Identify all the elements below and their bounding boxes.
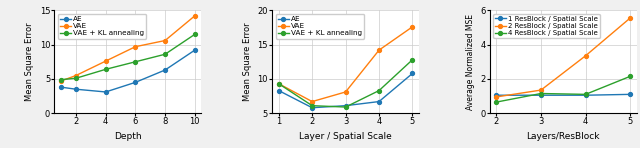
VAE [57, 80, 65, 82]
2 ResBlock / Spatial Scale [537, 89, 545, 91]
2 ResBlock / Spatial Scale [582, 55, 589, 57]
VAE [191, 15, 198, 17]
VAE [408, 26, 416, 28]
VAE [308, 101, 316, 102]
AE [72, 88, 80, 90]
VAE + KL annealing [191, 33, 198, 35]
Line: VAE + KL annealing: VAE + KL annealing [277, 58, 414, 109]
X-axis label: Layer / Spatial Scale: Layer / Spatial Scale [300, 132, 392, 141]
AE [342, 105, 349, 107]
1 ResBlock / Spatial Scale [537, 94, 545, 96]
Y-axis label: Average Normalized MSE: Average Normalized MSE [466, 14, 475, 110]
1 ResBlock / Spatial Scale [582, 94, 589, 96]
1 ResBlock / Spatial Scale [493, 94, 500, 96]
VAE [275, 83, 283, 85]
VAE [375, 49, 383, 51]
Line: AE: AE [59, 48, 196, 94]
Line: 4 ResBlock / Spatial Scale: 4 ResBlock / Spatial Scale [495, 74, 632, 104]
AE [408, 73, 416, 74]
VAE + KL annealing [132, 61, 140, 63]
VAE + KL annealing [102, 68, 109, 70]
VAE + KL annealing [275, 83, 283, 85]
AE [191, 49, 198, 51]
Line: 2 ResBlock / Spatial Scale: 2 ResBlock / Spatial Scale [495, 16, 632, 99]
VAE + KL annealing [308, 105, 316, 107]
AE [132, 81, 140, 83]
AE [275, 90, 283, 91]
VAE + KL annealing [375, 90, 383, 91]
Legend: AE, VAE, VAE + KL annealing: AE, VAE, VAE + KL annealing [58, 14, 147, 39]
4 ResBlock / Spatial Scale [627, 75, 634, 77]
Y-axis label: Mean Square Error: Mean Square Error [25, 22, 34, 101]
Line: VAE + KL annealing: VAE + KL annealing [59, 32, 196, 82]
4 ResBlock / Spatial Scale [582, 94, 589, 95]
2 ResBlock / Spatial Scale [493, 96, 500, 98]
VAE [132, 46, 140, 48]
X-axis label: Depth: Depth [114, 132, 141, 141]
Line: 1 ResBlock / Spatial Scale: 1 ResBlock / Spatial Scale [495, 92, 632, 97]
AE [57, 86, 65, 88]
1 ResBlock / Spatial Scale [627, 94, 634, 95]
4 ResBlock / Spatial Scale [493, 101, 500, 103]
Legend: AE, VAE, VAE + KL annealing: AE, VAE, VAE + KL annealing [276, 14, 364, 39]
2 ResBlock / Spatial Scale [627, 17, 634, 19]
VAE [72, 75, 80, 76]
VAE + KL annealing [57, 79, 65, 81]
4 ResBlock / Spatial Scale [537, 93, 545, 94]
Line: VAE: VAE [277, 25, 414, 103]
AE [308, 107, 316, 109]
Legend: 1 ResBlock / Spatial Scale, 2 ResBlock / Spatial Scale, 4 ResBlock / Spatial Sca: 1 ResBlock / Spatial Scale, 2 ResBlock /… [493, 14, 600, 38]
AE [102, 91, 109, 93]
VAE [161, 40, 169, 41]
VAE + KL annealing [161, 53, 169, 55]
AE [375, 101, 383, 102]
VAE + KL annealing [72, 77, 80, 79]
VAE + KL annealing [408, 59, 416, 61]
VAE [102, 60, 109, 62]
VAE + KL annealing [342, 106, 349, 108]
Line: AE: AE [277, 71, 414, 110]
VAE [342, 91, 349, 93]
Y-axis label: Mean Square Error: Mean Square Error [243, 22, 252, 101]
X-axis label: Layers/ResBlock: Layers/ResBlock [527, 132, 600, 141]
AE [161, 69, 169, 71]
Line: VAE: VAE [59, 14, 196, 83]
